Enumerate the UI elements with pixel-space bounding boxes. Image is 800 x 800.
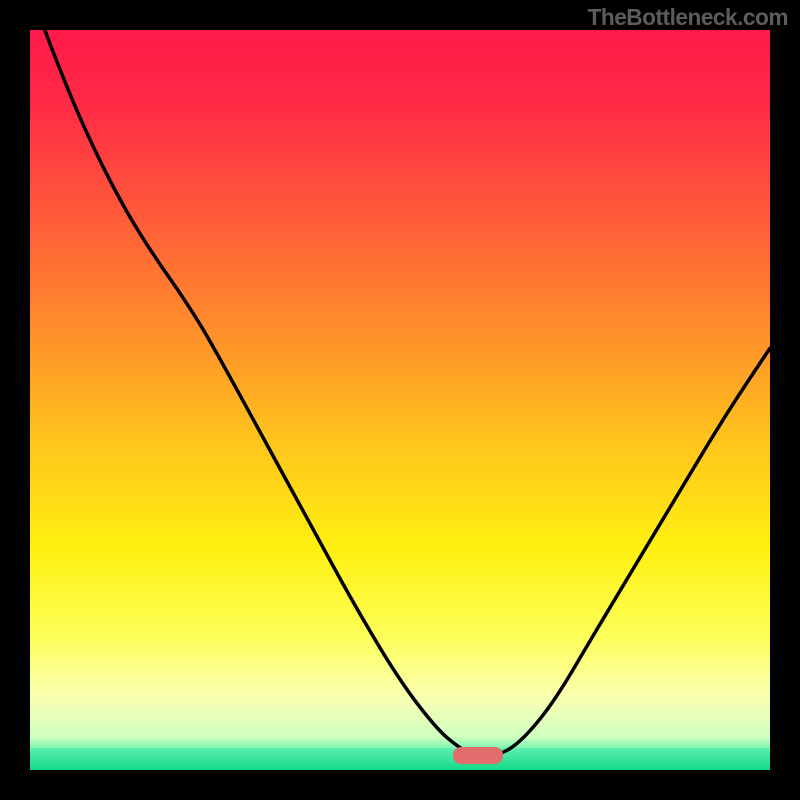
bottleneck-chart bbox=[30, 30, 770, 770]
optimal-point-marker bbox=[453, 747, 503, 764]
watermark-text: TheBottleneck.com bbox=[588, 4, 788, 31]
curve-path bbox=[45, 30, 770, 755]
plot-area bbox=[30, 30, 770, 770]
bottleneck-curve bbox=[30, 30, 770, 770]
